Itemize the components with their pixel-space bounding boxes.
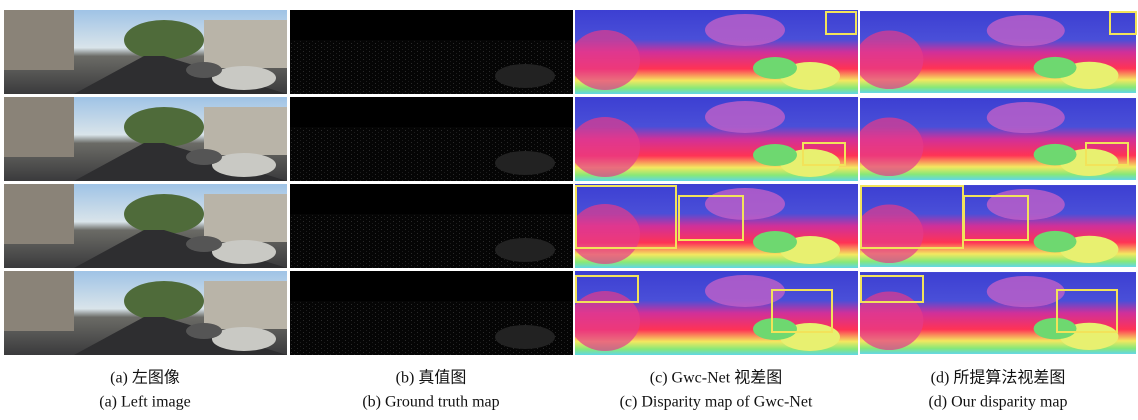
disparity-ours <box>855 98 1136 180</box>
caption-en: (c) Disparity map of Gwc-Net <box>620 394 813 411</box>
left-image <box>4 271 287 355</box>
figure: (a) 左图像 (a) Left image (b) 真值图 (b) Groun… <box>0 0 1138 420</box>
ground-truth <box>290 184 573 268</box>
disparity-ours <box>855 272 1136 354</box>
caption-cn: (a) 左图像 <box>110 369 180 387</box>
captions: (a) 左图像 (a) Left image (b) 真值图 (b) Groun… <box>99 368 1067 411</box>
caption-cn: (c) Gwc-Net 视差图 <box>650 369 782 387</box>
left-image <box>4 10 287 94</box>
left-image <box>4 97 287 181</box>
image-grid <box>4 10 1136 355</box>
ground-truth <box>290 10 573 94</box>
caption-en: (d) Our disparity map <box>928 394 1067 411</box>
disparity-ours <box>855 185 1136 267</box>
ground-truth <box>290 271 573 355</box>
left-image <box>4 184 287 268</box>
caption-en: (a) Left image <box>99 394 191 411</box>
disparity-gwc <box>570 97 858 181</box>
caption-cn: (b) 真值图 <box>396 369 467 387</box>
disparity-ours <box>855 11 1136 93</box>
disparity-gwc <box>570 10 858 94</box>
ground-truth <box>290 97 573 181</box>
caption-cn: (d) 所提算法视差图 <box>931 368 1066 387</box>
disparity-gwc <box>570 271 858 355</box>
caption-en: (b) Ground truth map <box>362 394 499 411</box>
